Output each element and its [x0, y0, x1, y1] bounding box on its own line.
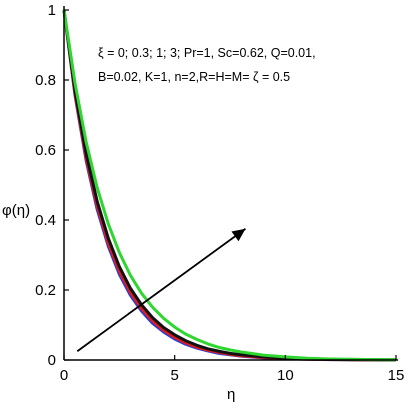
- y-tick-label-2: 0.4: [35, 212, 56, 229]
- x-tick-label-3: 15: [388, 367, 405, 384]
- y-tick-label-5: 1: [48, 2, 56, 19]
- x-tick-label-2: 10: [277, 367, 294, 384]
- y-tick-label-1: 0.2: [35, 282, 56, 299]
- trend-arrow: [76, 228, 247, 352]
- ticks-layer: 0 5 10 15 0 0.2 0.4 0.6 0.8 1: [35, 2, 404, 384]
- arrow-head: [231, 228, 246, 242]
- series-line-4: [62, 9, 397, 362]
- y-tick-label-0: 0: [48, 352, 56, 369]
- x-axis-label: η: [227, 386, 235, 403]
- y-tick-label-4: 0.8: [35, 72, 56, 89]
- axes-layer: [63, 6, 398, 361]
- y-tick-label-3: 0.6: [35, 142, 56, 159]
- annotation-line-1: ξ = 0; 0.3; 1; 3; Pr=1, Sc=0.62, Q=0.01,: [98, 46, 316, 60]
- annotation-line-2: B=0.02, K=1, n=2,R=H=M= ζ = 0.5: [98, 70, 290, 84]
- arrow-shaft: [76, 228, 247, 352]
- x-tick-label-0: 0: [60, 367, 68, 384]
- x-tick-label-1: 5: [170, 367, 178, 384]
- y-axis-label: φ(η): [2, 202, 30, 219]
